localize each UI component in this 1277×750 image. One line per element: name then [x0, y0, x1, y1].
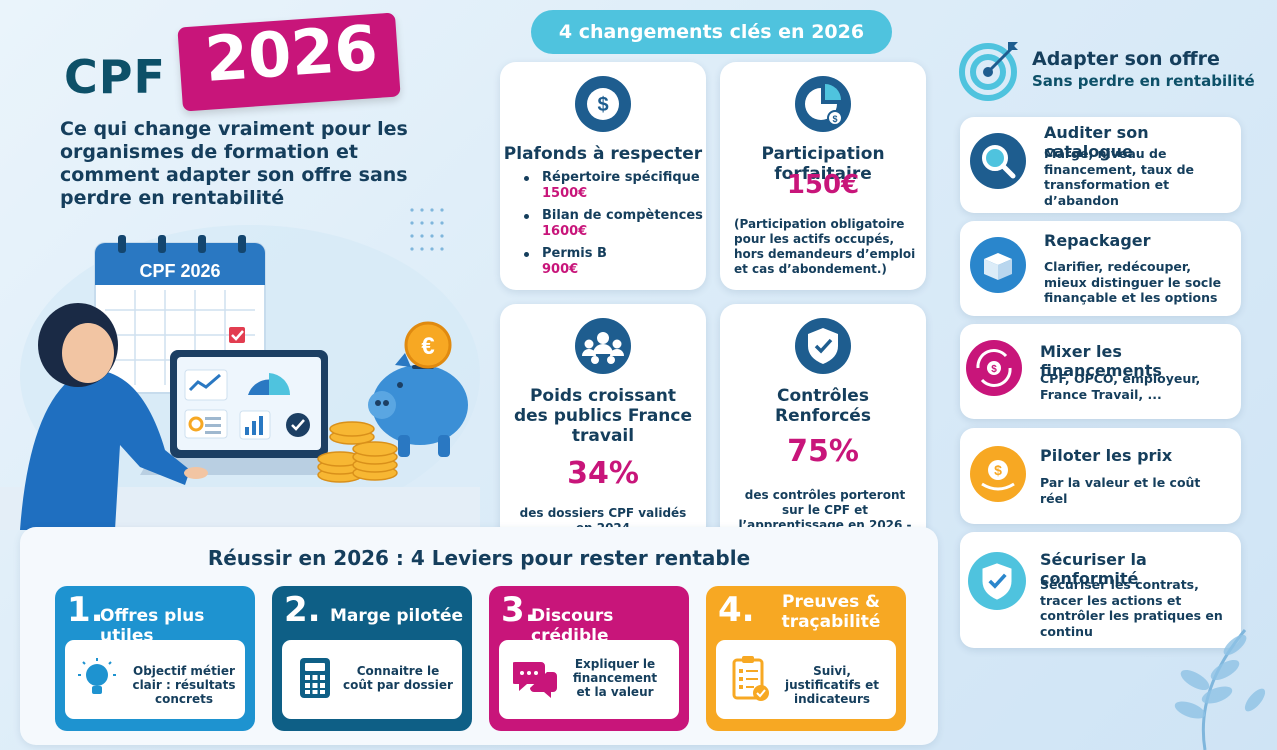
magnifier-icon	[970, 133, 1026, 189]
shield-check-icon	[968, 552, 1026, 610]
leaves-decoration	[1174, 629, 1266, 750]
adapt-card-audit: Auditer son catalogue Marge, niveau de f…	[960, 117, 1241, 213]
clipboard-check-icon	[732, 656, 769, 701]
laptop-icon	[140, 350, 358, 475]
card-controles: Contrôles Renforcés 75% des contrôles po…	[720, 304, 926, 547]
adapt-card-title: Mixer les financements	[1040, 342, 1162, 380]
adapt-subtitle: Sans perdre en rentabilité	[1032, 72, 1255, 90]
hero-illustration: CPF 2026	[0, 208, 480, 530]
money-cycle-icon: $	[966, 340, 1022, 396]
publics-value: 34%	[567, 456, 639, 491]
adapt-card-prix: $ Piloter les prix Par la valeur et le c…	[960, 428, 1241, 524]
adapt-card-desc: Sécuriser les contrats, tracer les actio…	[1040, 577, 1223, 639]
lever-2: 2. Marge pilotée Connaitre le coût par d…	[272, 586, 472, 731]
plafond-item: Répertoire spécifique 1500€	[522, 170, 703, 202]
adapt-card-desc: Clarifier, redécouper, mieux distinguer …	[1044, 259, 1222, 305]
svg-text:$: $	[991, 364, 997, 375]
lever-inner: Objectif métier clair : résultats concre…	[65, 640, 245, 719]
speech-bubbles-icon	[513, 662, 557, 698]
plafond-item: Bilan de compètences 1600€	[522, 208, 703, 240]
hero-year: 2026	[202, 11, 380, 96]
plafonds-list: Répertoire spécifique 1500€ Bilan de comp…	[522, 170, 703, 284]
card-publics: Poids croissant des publics France trava…	[500, 304, 706, 542]
lever-desc: Suivi, justificatifs et indicateurs	[784, 664, 880, 706]
adapt-card-title: Sécuriser la conformité	[1040, 550, 1147, 588]
publics-title: Poids croissant des publics France trava…	[513, 386, 693, 446]
adapt-card-conformite: Sécuriser la conformité Sécuriser les co…	[960, 532, 1241, 648]
lever-inner: Suivi, justificatifs et indicateurs	[716, 640, 896, 719]
coin-symbol: €	[421, 333, 434, 360]
svg-text:$: $	[994, 462, 1002, 478]
lever-desc: Expliquer le financement et la valeur	[572, 657, 658, 699]
lever-4: 4. Preuves & traçabilité Suivi, justific…	[706, 586, 906, 731]
controles-title: Contrôles Renforcés	[775, 386, 871, 426]
svg-text:$: $	[597, 94, 608, 116]
shield-check-icon	[795, 318, 851, 374]
lever-num: 4.	[718, 590, 755, 630]
box-icon	[970, 237, 1026, 293]
controles-value: 75%	[787, 434, 859, 469]
lever-inner: Connaitre le coût par dossier	[282, 640, 462, 719]
adapt-card-title: Repackager	[1044, 231, 1151, 250]
changes-title: 4 changements clés en 2026	[531, 10, 892, 54]
lever-1: 1. Offres plus utiles Objectif métier cl…	[55, 586, 255, 731]
lever-3: 3. Discours crédible Expliquer le financ…	[489, 586, 689, 731]
lever-desc: Objectif métier clair : résultats concre…	[132, 664, 236, 706]
adapt-card-title: Auditer son catalogue	[1044, 123, 1149, 161]
lightbulb-icon	[78, 658, 116, 694]
card-plafonds: $ Plafonds à respecter Répertoire spécif…	[500, 62, 706, 290]
adapt-card-title: Piloter les prix	[1040, 446, 1173, 465]
adapt-card-desc: Marge, niveau de financement, taux de tr…	[1044, 146, 1195, 208]
lever-num: 2.	[284, 590, 321, 630]
adapt-card-repackager: Repackager Clarifier, redécouper, mieux …	[960, 221, 1241, 316]
participation-note: (Participation obligatoire pour les acti…	[734, 217, 916, 276]
card-participation: $ Participation forfaitaire 150€ (Partic…	[720, 62, 926, 290]
dollar-hand-icon: $	[970, 446, 1026, 502]
money-bag-icon: $	[575, 76, 631, 132]
lever-num: 1.	[67, 590, 104, 630]
adapt-card-desc: CPF, OPCO, employeur, France Travail, ..…	[1040, 371, 1201, 402]
plafonds-title: Plafonds à respecter	[503, 144, 703, 164]
calendar-label: CPF 2026	[139, 261, 220, 281]
target-icon	[959, 42, 1018, 101]
adapt-title: Adapter son offre	[1032, 48, 1220, 70]
people-group-icon	[575, 318, 631, 374]
adapt-card-financements: $ Mixer les financements CPF, OPCO, empl…	[960, 324, 1241, 419]
lever-inner: Expliquer le financement et la valeur	[499, 640, 679, 719]
lever-label: Marge pilotée	[330, 606, 464, 626]
lever-num: 3.	[501, 590, 538, 630]
svg-text:$: $	[832, 114, 837, 124]
calculator-icon	[300, 658, 330, 698]
plafond-item: Permis B 900€	[522, 246, 703, 278]
woman-illustration	[20, 303, 208, 530]
participation-value: 150€	[786, 170, 860, 200]
lever-label: Preuves & traçabilité	[781, 592, 881, 632]
levers-title: Réussir en 2026 : 4 Leviers pour rester …	[207, 546, 751, 570]
hero-cpf: CPF	[64, 50, 166, 104]
adapt-card-desc: Par la valeur et le coût réel	[1040, 475, 1201, 506]
hero-subtitle: Ce qui change vraiment pour les organism…	[60, 118, 408, 209]
coin-stacks	[317, 421, 398, 483]
participation-title: Participation forfaitaire	[761, 144, 885, 184]
piggy-bank-icon: €	[368, 321, 468, 457]
lever-desc: Connaitre le coût par dossier	[343, 664, 453, 692]
pie-chart-icon: $	[795, 76, 851, 132]
